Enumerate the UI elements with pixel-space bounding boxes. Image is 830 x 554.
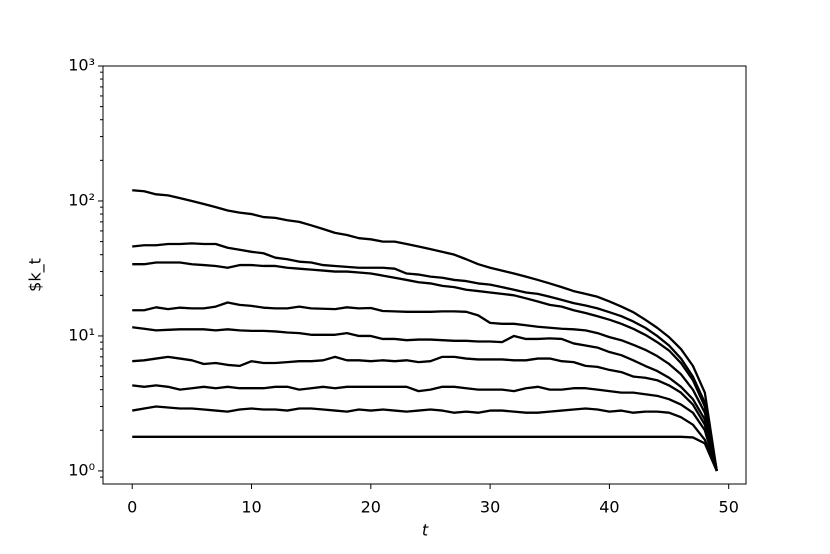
x-tick-label: 30 <box>480 498 500 517</box>
y-tick-label: 10³ <box>68 56 95 75</box>
data-line <box>132 326 718 472</box>
data-line <box>132 384 718 472</box>
x-tick-label: 20 <box>361 498 381 517</box>
y-tick-label: 10¹ <box>68 325 95 344</box>
plot-frame <box>102 65 747 485</box>
data-line <box>132 435 718 472</box>
data-line <box>132 242 718 472</box>
x-tick-label: 40 <box>599 498 619 517</box>
x-tick-label: 50 <box>719 498 739 517</box>
data-line <box>132 355 718 472</box>
x-tick-label: 0 <box>127 498 137 517</box>
data-line <box>132 189 718 472</box>
y-tick-label: 10⁰ <box>68 460 95 479</box>
y-axis-label: $k_t <box>26 258 46 292</box>
x-axis-label: t <box>422 521 429 540</box>
x-tick-label: 10 <box>241 498 261 517</box>
data-line <box>132 405 718 472</box>
y-tick-label: 10² <box>68 190 95 209</box>
data-line <box>132 261 718 472</box>
data-line <box>132 301 718 472</box>
